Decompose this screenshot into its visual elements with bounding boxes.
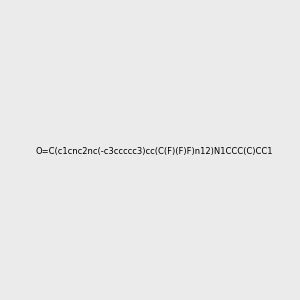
Text: O=C(c1cnc2nc(-c3ccccc3)cc(C(F)(F)F)n12)N1CCC(C)CC1: O=C(c1cnc2nc(-c3ccccc3)cc(C(F)(F)F)n12)N… xyxy=(35,147,272,156)
